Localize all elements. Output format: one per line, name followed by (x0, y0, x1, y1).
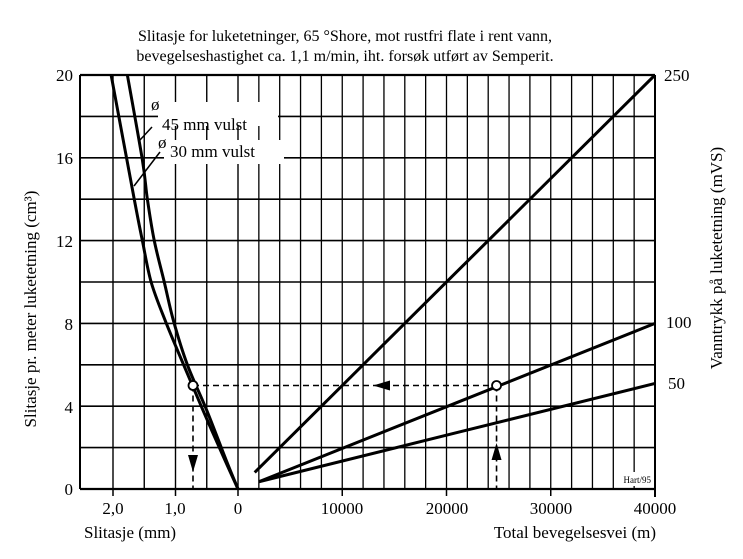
legend-pointer-45 (139, 126, 153, 141)
legend-bg-45 (158, 102, 278, 126)
x-right-tick-20000: 20000 (426, 499, 469, 518)
legend-pointer-30 (133, 151, 161, 187)
curves (109, 73, 657, 490)
line-100-mvs (258, 322, 656, 484)
credit-label: Hart/95 (624, 475, 652, 485)
arrow-up-icon (491, 443, 502, 460)
x-tick-0: 0 (234, 499, 243, 518)
y-tick-20: 20 (56, 66, 73, 85)
y-tick-8: 8 (65, 315, 74, 334)
diameter-icon: ø (151, 95, 160, 114)
diameter-icon: ø (158, 133, 167, 152)
x-right-tick-40000: 40000 (634, 499, 677, 518)
legend-bg-30 (164, 140, 284, 164)
line-250-mvs (253, 73, 657, 474)
y-right-axis-label: Vanntrykk på luketetning (mVS) (707, 147, 726, 369)
curve-45mm (125, 74, 240, 490)
x-left-tick-2: 2,0 (102, 499, 123, 518)
line-50-mvs (258, 381, 656, 484)
arrow-left-icon (373, 380, 390, 391)
x-right-tick-10000: 10000 (321, 499, 364, 518)
x-right-axis-label: Total bevegelsesvei (m) (494, 523, 656, 542)
chart-title-line-1: Slitasje for luketetninger, 65 °Shore, m… (137, 28, 553, 45)
chart-title-line-2: bevegelseshastighet ca. 1,1 m/min, iht. … (136, 48, 554, 65)
y-tick-16: 16 (56, 149, 73, 168)
y-tick-0: 0 (65, 480, 74, 499)
y-left-axis-label: Slitasje pr. meter luketetning (cm³) (21, 191, 40, 428)
legend-label-45mm: 45 mm vulst (162, 115, 247, 134)
y-right-tick-50: 50 (668, 374, 685, 393)
x-left-tick-1: 1,0 (164, 499, 185, 518)
arrow-down-icon (188, 455, 198, 472)
annotations (187, 380, 502, 489)
marker-point-left (187, 380, 199, 391)
y-tick-4: 4 (65, 398, 74, 417)
marker-point-right (491, 380, 502, 391)
legend-label-30mm: 30 mm vulst (170, 142, 255, 161)
credit-bg (620, 472, 653, 486)
y-right-tick-250: 250 (664, 66, 690, 85)
y-right-tick-100: 100 (666, 313, 692, 332)
x-right-tick-30000: 30000 (530, 499, 573, 518)
y-tick-12: 12 (56, 232, 73, 251)
curve-30mm (109, 74, 240, 490)
x-left-axis-label: Slitasje (mm) (84, 523, 176, 542)
